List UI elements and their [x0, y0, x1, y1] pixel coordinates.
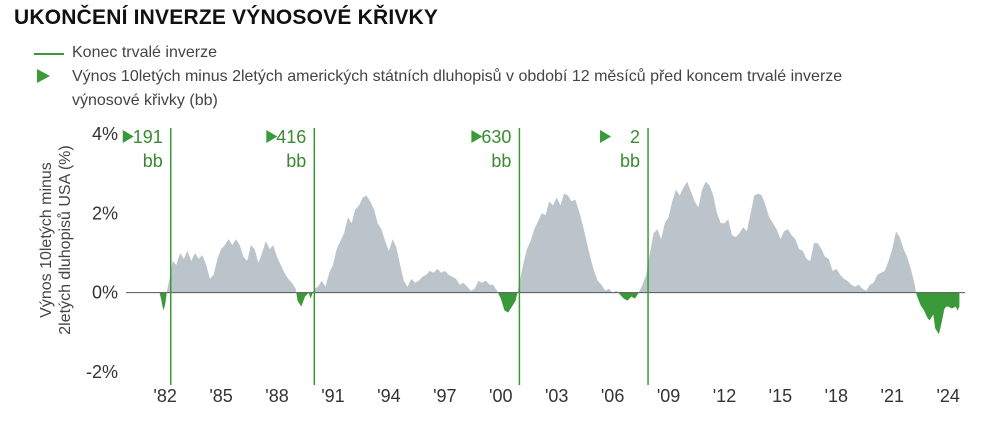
- y-tick-label-3: -2%: [86, 362, 118, 382]
- annotation-triangle-icon-2: [471, 130, 483, 143]
- annotation-unit-3: bb: [620, 151, 640, 171]
- x-tick-label-6: '00: [489, 386, 512, 406]
- chart-title: UKONČENÍ INVERZE VÝNOSOVÉ KŘIVKY: [14, 6, 439, 29]
- x-tick-label-11: '15: [769, 386, 792, 406]
- x-tick-label-7: '03: [545, 386, 568, 406]
- x-tick-label-0: '82: [153, 386, 176, 406]
- x-tick-label-8: '06: [601, 386, 624, 406]
- legend-triangle-icon: [37, 69, 50, 83]
- annotation-value-0: 191: [133, 127, 163, 147]
- x-tick-label-4: '94: [377, 386, 400, 406]
- annotation-unit-2: bb: [491, 151, 511, 171]
- x-tick-label-10: '12: [713, 386, 736, 406]
- x-tick-label-9: '09: [657, 386, 680, 406]
- annotation-value-3: 2: [630, 127, 640, 147]
- legend-line-swatch: [34, 53, 64, 55]
- area-positive: [166, 181, 917, 293]
- annotation-triangle-icon-0: [122, 130, 134, 143]
- annotation-unit-1: bb: [286, 151, 306, 171]
- y-tick-label-2: 0%: [92, 283, 118, 303]
- x-tick-label-5: '97: [433, 386, 456, 406]
- legend-line-label: Konec trvalé inverze: [72, 44, 217, 61]
- annotation-value-1: 416: [276, 127, 306, 147]
- annotation-value-2: 630: [481, 127, 511, 147]
- annotation-triangle-icon-3: [600, 130, 612, 143]
- x-tick-label-3: '91: [321, 386, 344, 406]
- legend-triangle-label-2: výnosové křivky (bb): [72, 92, 218, 109]
- x-tick-label-2: '88: [265, 386, 288, 406]
- x-tick-label-1: '85: [209, 386, 232, 406]
- y-tick-label-1: 2%: [92, 203, 118, 223]
- x-tick-label-14: '24: [936, 386, 959, 406]
- y-tick-label-0: 4%: [92, 124, 118, 144]
- annotation-triangle-icon-1: [266, 130, 278, 143]
- x-tick-label-13: '21: [881, 386, 904, 406]
- annotation-unit-0: bb: [143, 151, 163, 171]
- legend-triangle-label-1: Výnos 10letých minus 2letých amerických …: [72, 68, 843, 85]
- x-tick-label-12: '18: [825, 386, 848, 406]
